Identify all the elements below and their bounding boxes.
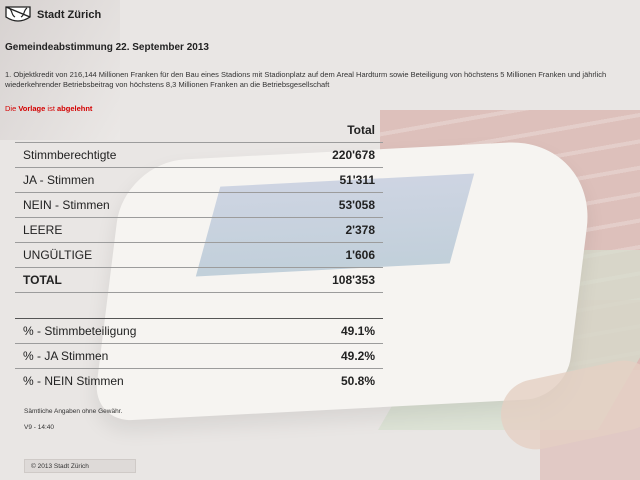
- table-row: % - NEIN Stimmen 50.8%: [15, 368, 383, 393]
- row-label: % - Stimmbeteiligung: [15, 318, 223, 344]
- verdict-word-4: abgelehnt: [57, 104, 93, 113]
- row-value: 108'353: [223, 267, 383, 293]
- vote-verdict: Die Vorlage ist abgelehnt: [5, 104, 92, 113]
- disclaimer-text: Sämtliche Angaben ohne Gewähr.: [24, 408, 123, 415]
- vote-question: 1. Objektkredit von 216,144 Millionen Fr…: [5, 70, 607, 89]
- row-label: NEIN - Stimmen: [15, 192, 223, 218]
- table-row: NEIN - Stimmen 53'058: [15, 192, 383, 218]
- stadt-zuerich-logo[interactable]: Stadt Zürich: [5, 5, 101, 25]
- row-value: 1'606: [223, 242, 383, 268]
- table-row: % - JA Stimmen 49.2%: [15, 343, 383, 369]
- table-row: UNGÜLTIGE 1'606: [15, 242, 383, 268]
- row-value: 2'378: [223, 217, 383, 243]
- row-value: 50.8%: [223, 368, 383, 393]
- results-table: Total Stimmberechtigte 220'678 JA - Stim…: [15, 118, 383, 393]
- table-spacer-row: [15, 292, 383, 319]
- row-value: 53'058: [223, 192, 383, 218]
- table-row: Stimmberechtigte 220'678: [15, 142, 383, 168]
- vote-title: Gemeindeabstimmung 22. September 2013: [5, 42, 209, 53]
- verdict-word-2: Vorlage: [18, 104, 46, 113]
- row-label: LEERE: [15, 217, 223, 243]
- table-row: JA - Stimmen 51'311: [15, 167, 383, 193]
- table-row-total: TOTAL 108'353: [15, 267, 383, 293]
- version-text: V9 - 14:40: [24, 424, 54, 431]
- row-label: TOTAL: [15, 267, 223, 293]
- row-label: % - NEIN Stimmen: [15, 368, 223, 393]
- row-label: % - JA Stimmen: [15, 343, 223, 369]
- column-header-total: Total: [347, 122, 375, 137]
- verdict-word-1: Die: [5, 104, 17, 113]
- table-row: LEERE 2'378: [15, 217, 383, 243]
- row-label: UNGÜLTIGE: [15, 242, 223, 268]
- verdict-word-3: ist: [47, 104, 55, 113]
- row-value: 49.2%: [223, 343, 383, 369]
- row-value: 49.1%: [223, 318, 383, 344]
- row-value: 220'678: [223, 142, 383, 168]
- copyright-footer: © 2013 Stadt Zürich: [24, 459, 136, 473]
- zurich-coat-of-arms-icon: [5, 6, 31, 22]
- table-row: % - Stimmbeteiligung 49.1%: [15, 318, 383, 344]
- row-label: Stimmberechtigte: [15, 142, 223, 168]
- row-value: 51'311: [223, 167, 383, 193]
- row-label: JA - Stimmen: [15, 167, 223, 193]
- org-name: Stadt Zürich: [37, 9, 102, 21]
